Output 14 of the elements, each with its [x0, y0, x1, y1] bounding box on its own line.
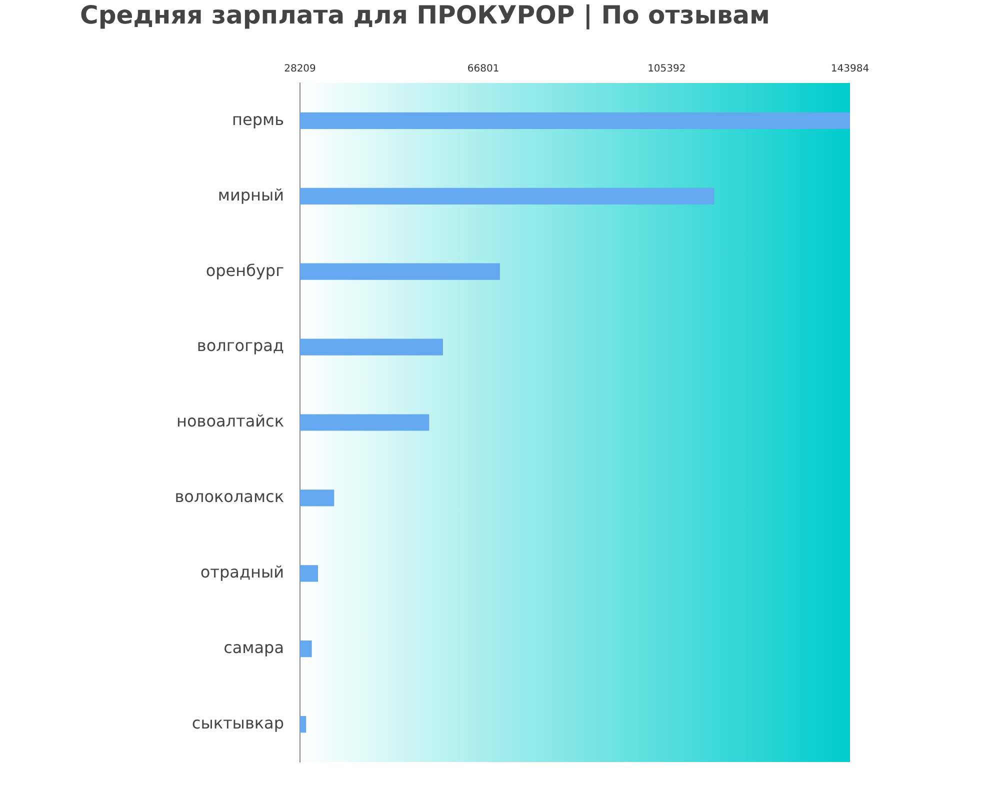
- y-tick-label: мирный: [218, 185, 284, 204]
- chart-title: Средняя зарплата для ПРОКУРОР | По отзывам: [80, 0, 770, 30]
- x-tick-label: 105392: [648, 64, 686, 75]
- x-tick-label: 66801: [467, 64, 500, 75]
- y-tick-label: отрадный: [200, 562, 284, 582]
- y-tick-label: новоалтайск: [176, 412, 284, 431]
- y-tick-label: оренбург: [206, 260, 284, 280]
- y-tick-label: волгоград: [196, 336, 284, 356]
- y-tick-label: волоколамск: [174, 487, 284, 506]
- x-tick-label: 143984: [830, 64, 870, 75]
- y-tick-label: самара: [224, 638, 284, 657]
- x-tick-label: 28209: [284, 64, 316, 75]
- y-tick-label: пермь: [232, 110, 284, 129]
- y-tick-label: сыктывкар: [192, 713, 284, 732]
